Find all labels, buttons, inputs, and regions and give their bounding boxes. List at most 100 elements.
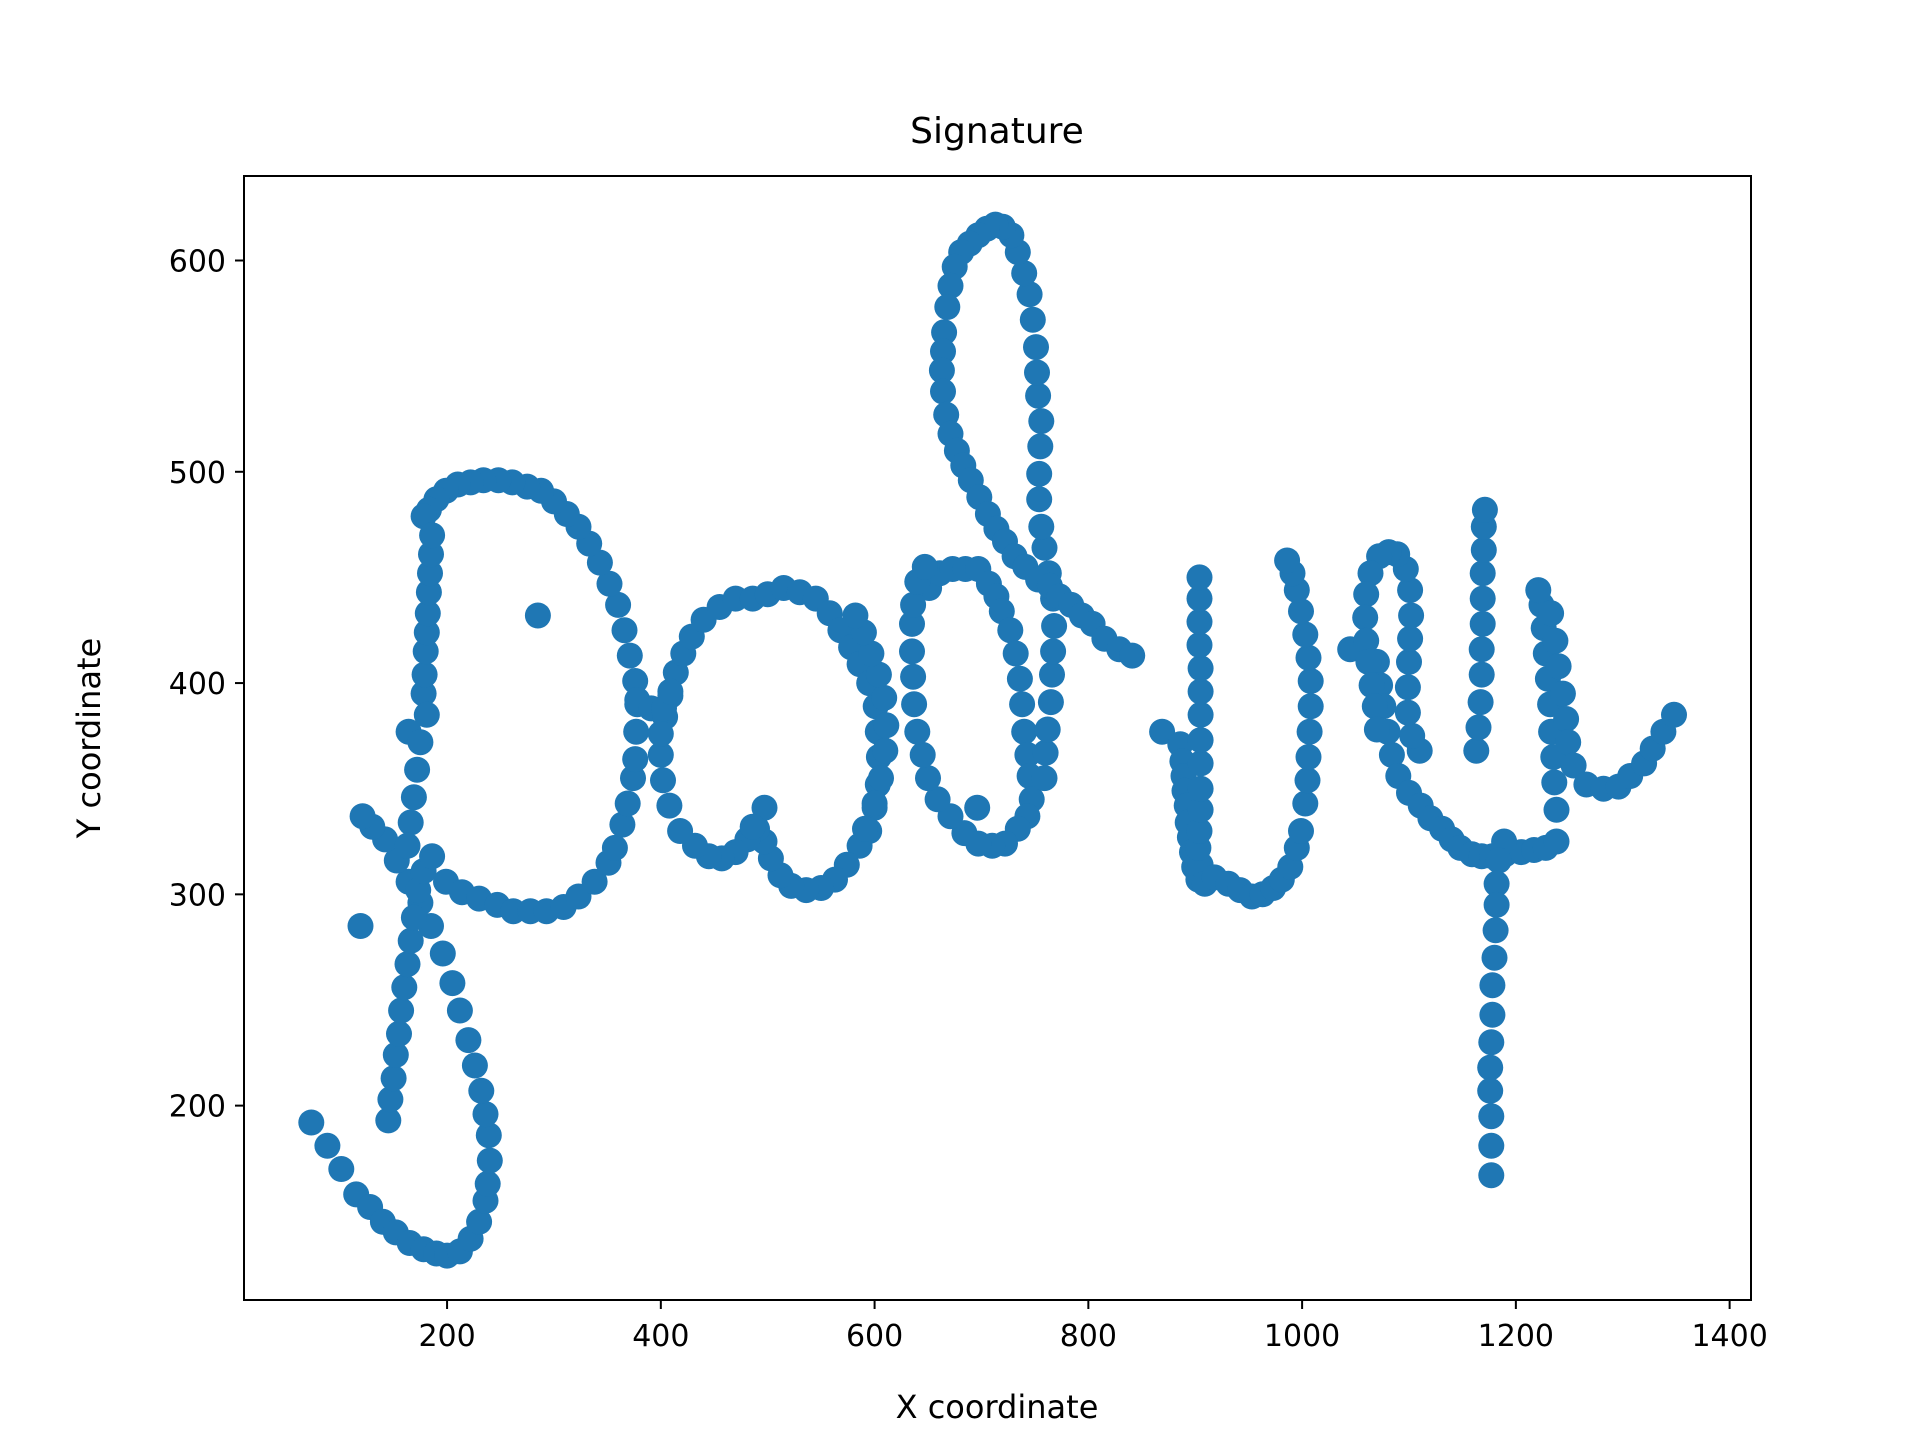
data-point xyxy=(1661,702,1687,728)
y-tick-label: 600 xyxy=(169,245,226,280)
data-point xyxy=(1479,1002,1505,1028)
data-point xyxy=(404,757,430,783)
y-tick-label: 500 xyxy=(169,456,226,491)
data-point xyxy=(602,835,628,861)
data-point xyxy=(1026,461,1052,487)
data-point xyxy=(901,691,927,717)
data-point xyxy=(1188,679,1214,705)
data-point xyxy=(1479,972,1505,998)
data-point xyxy=(1040,638,1066,664)
y-tick-label: 400 xyxy=(169,667,226,702)
data-point xyxy=(1024,360,1050,386)
data-point xyxy=(1466,714,1492,740)
data-point xyxy=(1399,723,1425,749)
data-point xyxy=(872,738,898,764)
data-point xyxy=(1364,717,1390,743)
data-point xyxy=(1297,719,1323,745)
x-tick-label: 400 xyxy=(632,1319,689,1354)
data-point xyxy=(1553,706,1579,732)
data-point xyxy=(1483,917,1509,943)
data-point xyxy=(656,793,682,819)
data-point xyxy=(1295,767,1321,793)
data-point xyxy=(1471,537,1497,563)
data-point xyxy=(1478,1162,1504,1188)
x-axis-label: X coordinate xyxy=(896,1388,1099,1426)
data-point xyxy=(1469,662,1495,688)
data-point xyxy=(1478,1103,1504,1129)
data-point xyxy=(1020,307,1046,333)
data-point xyxy=(419,843,445,869)
data-point xyxy=(1544,829,1570,855)
data-point xyxy=(899,638,925,664)
data-point xyxy=(1188,776,1214,802)
data-point xyxy=(1187,564,1213,590)
data-point xyxy=(1025,383,1051,409)
data-point xyxy=(1274,548,1300,574)
data-point xyxy=(455,1027,481,1053)
data-point xyxy=(997,617,1023,643)
data-point xyxy=(477,1148,503,1174)
data-point xyxy=(407,729,433,755)
data-point xyxy=(1023,334,1049,360)
data-point xyxy=(401,905,427,931)
data-point xyxy=(1550,681,1576,707)
data-point xyxy=(1362,693,1388,719)
data-point xyxy=(398,810,424,836)
data-point xyxy=(381,1065,407,1091)
data-point xyxy=(622,746,648,772)
data-point xyxy=(1007,666,1033,692)
data-point xyxy=(1469,636,1495,662)
data-point xyxy=(1292,791,1318,817)
data-point xyxy=(398,928,424,954)
data-point xyxy=(871,685,897,711)
data-point xyxy=(1028,514,1054,540)
data-point xyxy=(1463,738,1489,764)
data-point xyxy=(964,795,990,821)
data-point xyxy=(657,679,683,705)
data-point xyxy=(395,833,421,859)
data-point xyxy=(350,803,376,829)
data-point xyxy=(612,617,638,643)
data-point xyxy=(904,719,930,745)
y-tick-label: 300 xyxy=(169,878,226,913)
data-point xyxy=(1119,643,1145,669)
data-point xyxy=(617,643,643,669)
data-point xyxy=(900,592,926,618)
data-point xyxy=(1478,1029,1504,1055)
data-point xyxy=(1397,626,1423,652)
data-point xyxy=(1542,628,1568,654)
data-point xyxy=(852,816,878,842)
data-point xyxy=(1296,744,1322,770)
data-point xyxy=(348,913,374,939)
data-point xyxy=(1033,740,1059,766)
data-point xyxy=(1525,577,1551,603)
data-point xyxy=(430,941,456,967)
data-point xyxy=(912,554,938,580)
data-point xyxy=(1395,674,1421,700)
data-point xyxy=(1027,433,1053,459)
data-point xyxy=(930,379,956,405)
data-point xyxy=(1032,765,1058,791)
data-point xyxy=(1188,702,1214,728)
data-point xyxy=(391,974,417,1000)
data-point xyxy=(868,765,894,791)
data-point xyxy=(915,765,941,791)
data-point xyxy=(1011,719,1037,745)
data-point xyxy=(934,294,960,320)
x-tick-label: 600 xyxy=(846,1319,903,1354)
x-tick-label: 1400 xyxy=(1691,1319,1767,1354)
data-point xyxy=(1188,655,1214,681)
data-point xyxy=(1041,613,1067,639)
data-point xyxy=(1009,691,1035,717)
data-point xyxy=(414,702,440,728)
data-point xyxy=(862,791,888,817)
data-point xyxy=(388,998,414,1024)
data-point xyxy=(1035,717,1061,743)
data-point xyxy=(1355,649,1381,675)
data-point xyxy=(873,712,899,738)
y-tick-label: 200 xyxy=(169,1090,226,1125)
data-point xyxy=(1003,641,1029,667)
data-point xyxy=(1477,1078,1503,1104)
data-point xyxy=(900,664,926,690)
